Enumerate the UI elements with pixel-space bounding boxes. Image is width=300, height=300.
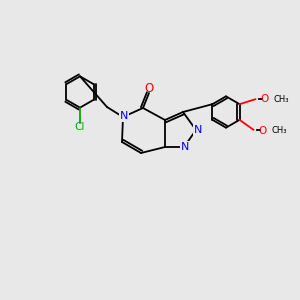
Text: N: N <box>181 142 189 152</box>
Text: CH₃: CH₃ <box>274 95 289 104</box>
Text: O: O <box>258 126 267 136</box>
Text: O: O <box>260 94 269 104</box>
Text: Cl: Cl <box>75 122 85 132</box>
Text: N: N <box>194 125 202 135</box>
Text: N: N <box>120 111 128 121</box>
Text: CH₃: CH₃ <box>272 126 287 135</box>
Text: O: O <box>144 82 154 95</box>
